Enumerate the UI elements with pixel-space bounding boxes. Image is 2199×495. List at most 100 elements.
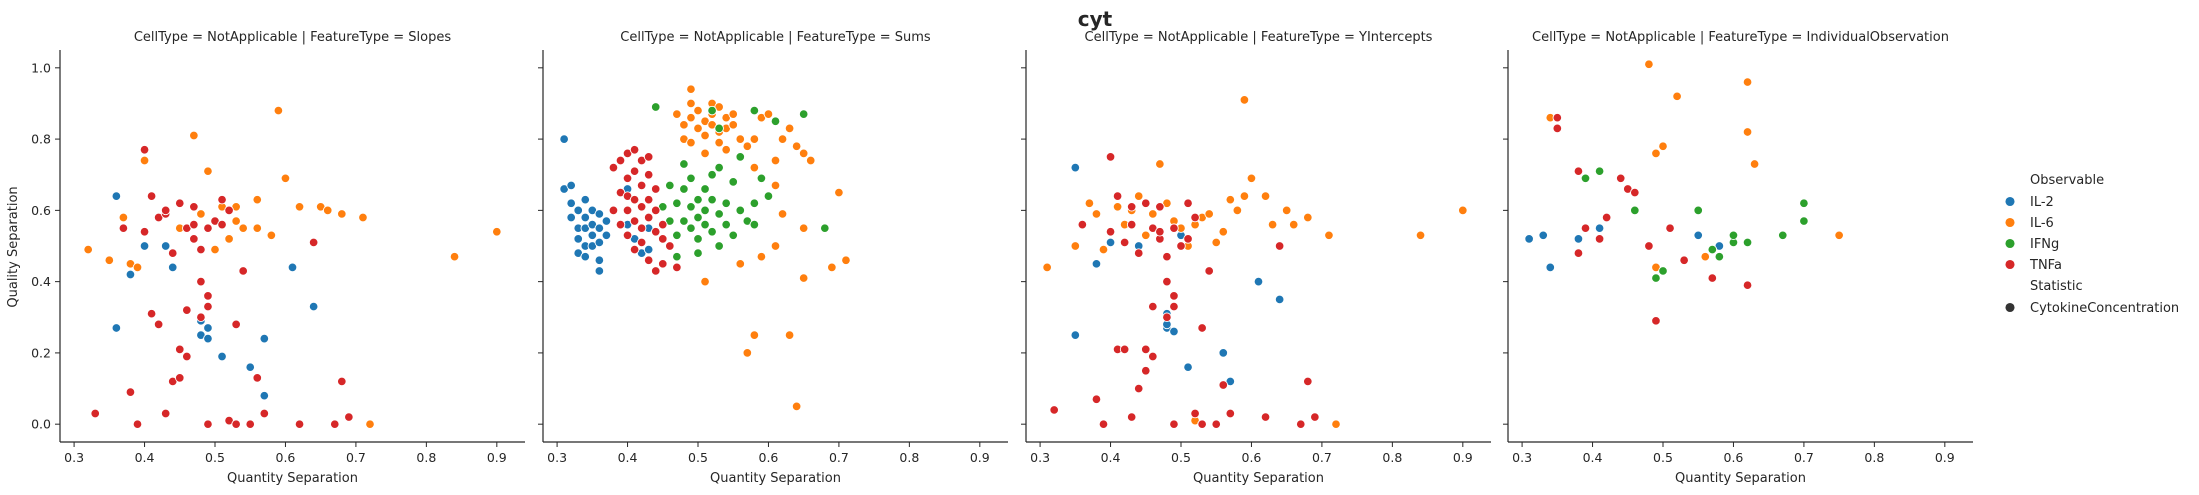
- data-point: [594, 255, 605, 266]
- x-tick-label: 0.7: [1794, 450, 1814, 465]
- x-tick-label: 0.4: [135, 450, 155, 465]
- data-point: [686, 173, 696, 184]
- data-point: [1834, 230, 1844, 241]
- data-point: [224, 205, 234, 216]
- data-point: [189, 130, 199, 141]
- data-point: [594, 266, 605, 276]
- y-axis-label: Quality Separation: [6, 186, 21, 307]
- data-point: [1169, 291, 1179, 301]
- data-point: [650, 184, 661, 194]
- data-point: [650, 266, 661, 276]
- legend-title-statistic: Statistic: [2030, 279, 2083, 294]
- data-point: [841, 255, 851, 266]
- data-point: [259, 408, 270, 419]
- data-point: [784, 123, 795, 134]
- data-point: [217, 194, 227, 205]
- data-point: [1552, 112, 1563, 123]
- data-point: [1644, 59, 1654, 70]
- data-point: [643, 255, 654, 266]
- series-TNFa: [1552, 112, 1753, 326]
- data-point: [1098, 419, 1109, 429]
- data-point: [763, 191, 774, 201]
- data-point: [700, 205, 710, 216]
- data-point: [1253, 276, 1264, 287]
- data-point: [132, 262, 143, 273]
- series-IL-2: [559, 134, 654, 276]
- data-point: [203, 301, 213, 312]
- data-point: [735, 134, 746, 144]
- data-point: [1211, 237, 1221, 248]
- data-point: [573, 234, 583, 244]
- data-point: [203, 323, 213, 333]
- y-tick-label: 0.0: [31, 417, 51, 432]
- data-point: [636, 202, 647, 212]
- x-tick-label: 0.5: [1171, 450, 1191, 465]
- data-point: [1091, 394, 1102, 404]
- data-point: [1552, 123, 1563, 134]
- legend-marker: [2004, 196, 2016, 207]
- data-point: [1742, 237, 1753, 248]
- data-point: [700, 148, 710, 159]
- data-point: [1246, 173, 1257, 184]
- data-point: [650, 205, 661, 216]
- data-point: [1105, 226, 1116, 237]
- data-point: [1225, 194, 1236, 205]
- facet-panel-1: CellType = NotApplicable | FeatureType =…: [538, 30, 1008, 486]
- data-point: [1112, 191, 1123, 201]
- x-tick-label: 0.5: [688, 450, 708, 465]
- x-tick-label: 0.3: [1512, 450, 1532, 465]
- data-point: [643, 244, 654, 255]
- series-TNFa: [608, 145, 682, 276]
- data-point: [686, 202, 696, 212]
- data-point: [742, 141, 753, 151]
- data-point: [1331, 419, 1341, 429]
- x-tick-label: 0.9: [970, 450, 990, 465]
- data-point: [658, 219, 668, 230]
- data-point: [203, 166, 213, 176]
- data-point: [83, 244, 93, 255]
- data-point: [1679, 255, 1689, 266]
- series-IL-2: [1070, 162, 1285, 387]
- data-point: [665, 241, 675, 251]
- data-point: [770, 180, 781, 191]
- y-tick-label: 1.0: [31, 60, 51, 75]
- data-point: [153, 319, 164, 330]
- data-point: [1580, 223, 1591, 233]
- data-point: [160, 205, 171, 216]
- x-tick-label: 0.9: [1453, 450, 1473, 465]
- data-point: [749, 105, 760, 116]
- data-point: [791, 141, 802, 151]
- data-point: [1260, 412, 1271, 422]
- data-point: [1232, 205, 1243, 216]
- data-point: [770, 155, 781, 166]
- data-point: [231, 419, 241, 429]
- data-point: [1630, 205, 1640, 216]
- data-point: [770, 116, 781, 127]
- data-point: [693, 105, 703, 116]
- data-point: [1672, 91, 1682, 102]
- y-tick-label: 0.4: [31, 274, 51, 289]
- data-point: [1183, 362, 1193, 372]
- data-point: [1176, 241, 1186, 251]
- y-tick-label: 0.6: [31, 203, 51, 218]
- data-point: [294, 419, 305, 429]
- data-point: [1141, 198, 1151, 208]
- data-point: [132, 419, 143, 429]
- x-tick-label: 0.9: [487, 450, 507, 465]
- x-tick-label: 0.4: [618, 450, 638, 465]
- data-point: [1239, 95, 1250, 105]
- data-point: [104, 255, 115, 266]
- data-point: [1197, 323, 1207, 333]
- x-tick-label: 0.5: [205, 450, 225, 465]
- data-point: [266, 230, 277, 241]
- data-point: [629, 244, 640, 255]
- panel-title: CellType = NotApplicable | FeatureType =…: [620, 30, 931, 45]
- data-point: [1651, 148, 1661, 159]
- data-point: [686, 84, 696, 94]
- data-point: [686, 137, 696, 148]
- data-point: [160, 408, 171, 419]
- data-point: [1218, 348, 1229, 358]
- data-point: [238, 266, 248, 276]
- data-point: [189, 219, 199, 230]
- data-point: [700, 219, 710, 230]
